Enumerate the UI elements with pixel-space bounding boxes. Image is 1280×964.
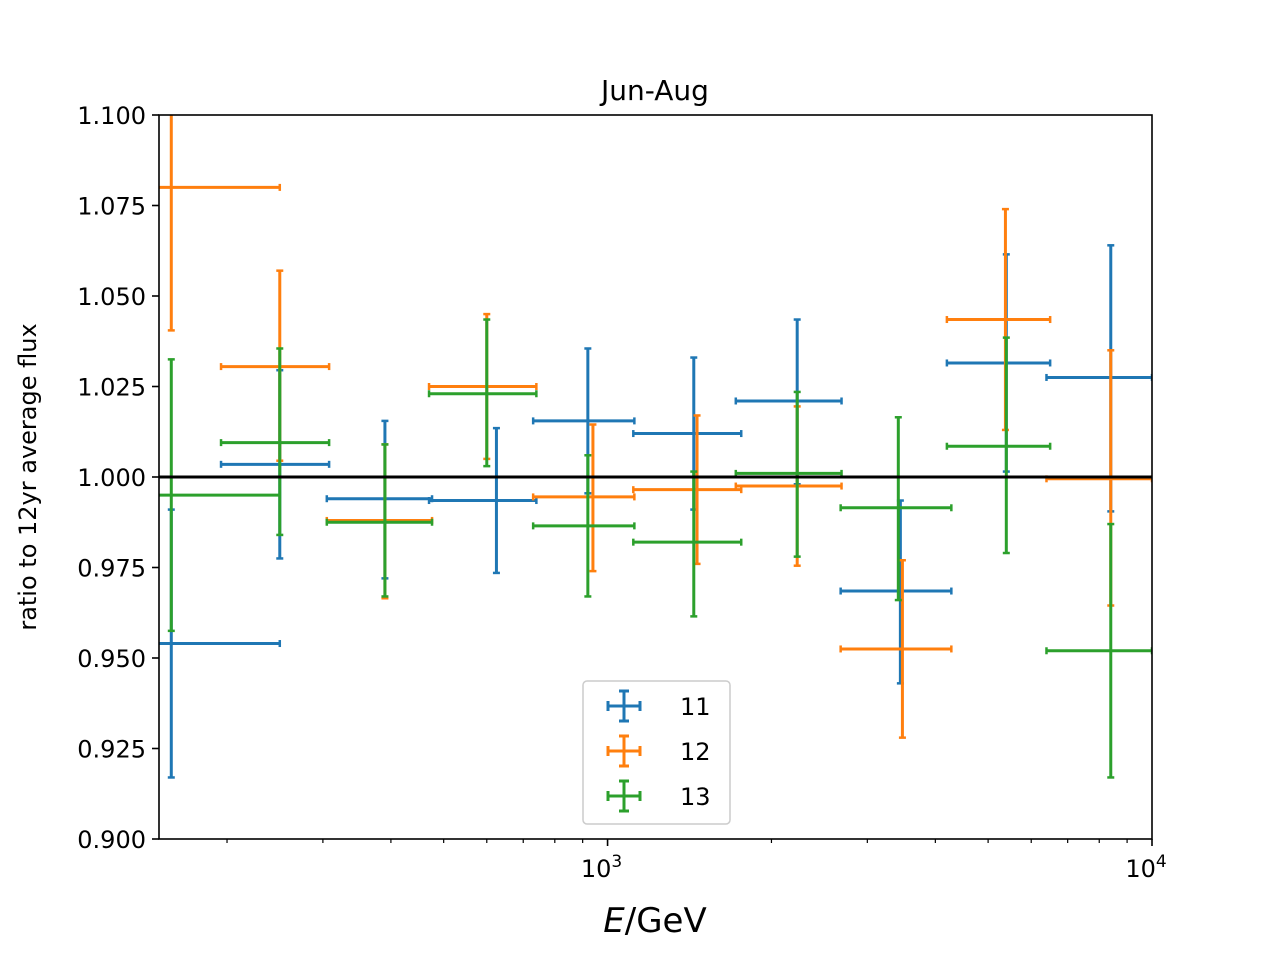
y-tick-label: 1.025 (77, 374, 146, 402)
legend-label: 11 (680, 693, 711, 721)
errorbar-point (1045, 522, 1152, 779)
errorbar-point (945, 336, 1052, 555)
legend-entry-13: 13 (606, 779, 711, 813)
errorbar-point (839, 559, 953, 739)
legend-label: 13 (680, 783, 711, 811)
errorbar-point (325, 443, 434, 598)
y-tick-label: 0.925 (77, 736, 146, 764)
legend-entry-11: 11 (606, 689, 711, 723)
errorbar-point (159, 115, 282, 332)
errorbar-point (839, 416, 953, 602)
legend-entry-12: 12 (606, 734, 711, 768)
legend: 11 12 13 (582, 680, 731, 825)
x-axis-label-unit: /GeV (625, 901, 707, 941)
y-axis-label: ratio to 12yr average flux (14, 323, 42, 630)
series-13 (159, 318, 1152, 779)
errorbar-point (531, 423, 636, 573)
y-tick-label: 0.950 (77, 645, 146, 673)
legend-frame (582, 680, 731, 825)
y-tick-label: 0.900 (77, 826, 146, 854)
errorbar-point (632, 414, 743, 566)
x-tick-label: 103 (581, 852, 622, 883)
axis-layer: 0.900 0.925 0.950 0.975 1.000 1.025 1.050 1.075… (77, 102, 1166, 883)
errorbar-point (839, 499, 953, 685)
x-axis-label: E/GeV (603, 901, 706, 941)
chart-title: Jun-Aug (599, 74, 709, 107)
y-tick-label: 1.075 (77, 193, 146, 221)
series-layer (159, 115, 1152, 779)
errorbar-point (632, 470, 743, 618)
errorbar-point (219, 347, 331, 537)
x-tick-label: 104 (1125, 852, 1166, 883)
legend-label: 12 (680, 738, 711, 766)
errorbar-point (427, 426, 538, 575)
y-tick-label: 0.975 (77, 555, 146, 583)
errorbar-point (531, 454, 636, 598)
y-tick-label: 1.000 (77, 464, 146, 492)
y-tick-label: 1.100 (77, 102, 146, 130)
errorbar-point (427, 318, 538, 468)
y-tick-label: 1.050 (77, 283, 146, 311)
x-axis-label-symbol: E (603, 901, 625, 941)
